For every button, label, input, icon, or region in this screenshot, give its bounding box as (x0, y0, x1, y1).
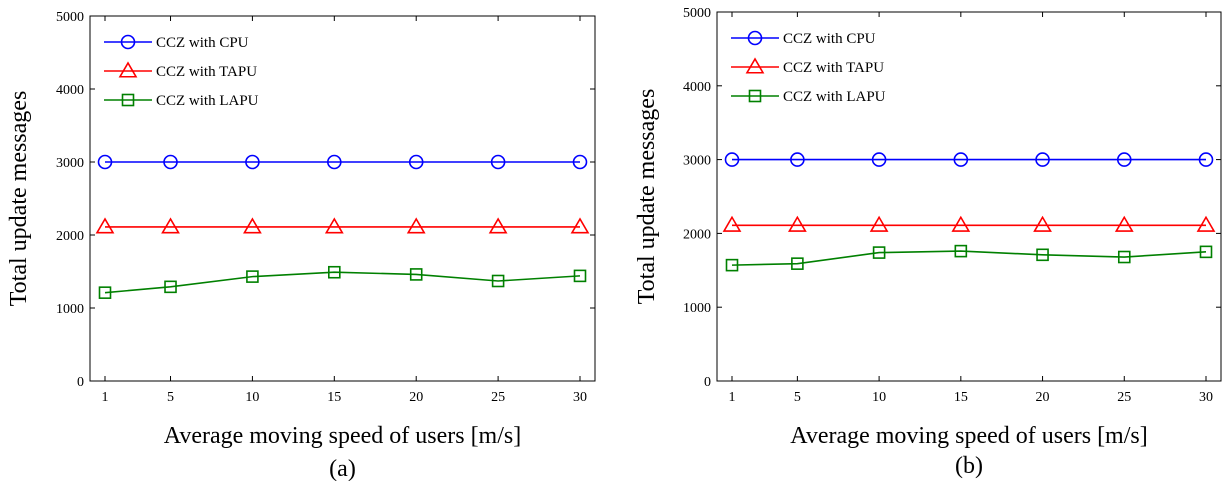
data-point-marker (1199, 245, 1213, 259)
y-tick-label: 0 (77, 375, 84, 390)
data-point-marker (1198, 152, 1214, 167)
data-point-marker (246, 270, 259, 283)
legend-label: CCZ with CPU (783, 31, 876, 47)
x-tick-label: 10 (245, 390, 259, 405)
legend-marker (747, 30, 763, 46)
data-point-marker (872, 246, 886, 259)
x-axis-label: Average moving speed of users [m/s] (790, 423, 1147, 449)
y-tick-label: 3000 (56, 156, 84, 171)
data-point-marker (572, 154, 588, 170)
data-point-marker (1114, 215, 1134, 232)
data-point-marker (245, 154, 260, 170)
data-point-marker (1033, 215, 1052, 232)
legend-label: CCZ with LAPU (783, 89, 886, 105)
data-point-marker (573, 269, 587, 283)
data-point-marker (409, 268, 423, 281)
legend-label: CCZ with LAPU (156, 93, 259, 109)
data-point-marker (1116, 152, 1132, 167)
data-point-marker (570, 217, 590, 234)
data-point-marker (725, 258, 739, 272)
data-point-marker (98, 286, 112, 299)
data-point-marker (491, 274, 505, 288)
data-point-marker (164, 280, 177, 294)
y-tick-label: 4000 (56, 83, 84, 98)
series-line-3 (731, 250, 1207, 266)
x-axis-label: Average moving speed of users [m/s] (164, 423, 521, 449)
legend-marker (120, 34, 136, 50)
plot-area-frame (716, 11, 1222, 382)
data-point-marker (243, 217, 262, 234)
y-axis-label: Total update messages (634, 89, 660, 305)
data-point-marker (954, 244, 968, 258)
y-tick-label: 1000 (56, 302, 84, 317)
legend-label: CCZ with CPU (156, 35, 249, 51)
x-tick-label: 20 (409, 390, 423, 405)
legend-label: CCZ with TAPU (783, 60, 884, 76)
x-tick-label: 5 (167, 390, 174, 405)
y-tick-label: 0 (704, 375, 711, 390)
x-tick-label: 15 (327, 390, 341, 405)
x-tick-label: 30 (573, 390, 587, 405)
legend-marker (745, 57, 765, 74)
y-tick-label: 1000 (683, 301, 711, 316)
data-point-marker (327, 154, 342, 170)
legend-marker (118, 61, 138, 78)
y-tick-label: 4000 (683, 80, 711, 95)
x-tick-label: 25 (1117, 390, 1131, 405)
legend-marker (121, 93, 135, 107)
data-point-marker (722, 215, 742, 232)
data-point-marker (324, 217, 344, 234)
data-point-marker (951, 215, 971, 232)
data-point-marker (953, 152, 969, 167)
y-tick-label: 3000 (683, 154, 711, 169)
data-point-marker (724, 152, 740, 167)
x-tick-label: 1 (729, 390, 736, 405)
x-tick-label: 10 (872, 390, 886, 405)
y-tick-label: 2000 (683, 227, 711, 242)
data-point-marker (95, 217, 115, 234)
y-axis-label: Total update messages (6, 91, 32, 307)
data-point-marker (406, 217, 426, 234)
legend-marker (748, 89, 762, 103)
data-point-marker (1036, 248, 1049, 262)
panel-caption: (b) (955, 453, 983, 479)
data-point-marker (328, 265, 341, 279)
data-point-marker (163, 154, 178, 170)
data-point-marker (1117, 250, 1131, 264)
y-tick-label: 5000 (56, 10, 84, 25)
x-tick-label: 1 (102, 390, 109, 405)
data-point-marker (787, 215, 807, 232)
x-tick-label: 15 (954, 390, 968, 405)
data-point-marker (408, 154, 424, 170)
data-point-marker (97, 154, 113, 170)
data-point-marker (1035, 152, 1050, 167)
x-tick-label: 25 (491, 390, 505, 405)
series-line-3 (104, 271, 581, 294)
x-tick-label: 30 (1199, 390, 1213, 405)
x-tick-label: 5 (794, 390, 801, 405)
plot-area-frame (89, 15, 596, 382)
y-tick-label: 2000 (56, 229, 84, 244)
y-tick-label: 5000 (683, 6, 711, 21)
data-point-marker (790, 152, 805, 167)
data-point-marker (490, 154, 506, 170)
data-point-marker (871, 152, 887, 167)
legend-label: CCZ with TAPU (156, 64, 257, 80)
panel-caption: (a) (329, 456, 356, 481)
x-tick-label: 20 (1036, 390, 1050, 405)
data-point-marker (488, 217, 508, 234)
data-point-marker (1196, 215, 1216, 232)
data-point-marker (791, 257, 804, 270)
data-point-marker (161, 217, 180, 234)
data-point-marker (869, 215, 889, 232)
